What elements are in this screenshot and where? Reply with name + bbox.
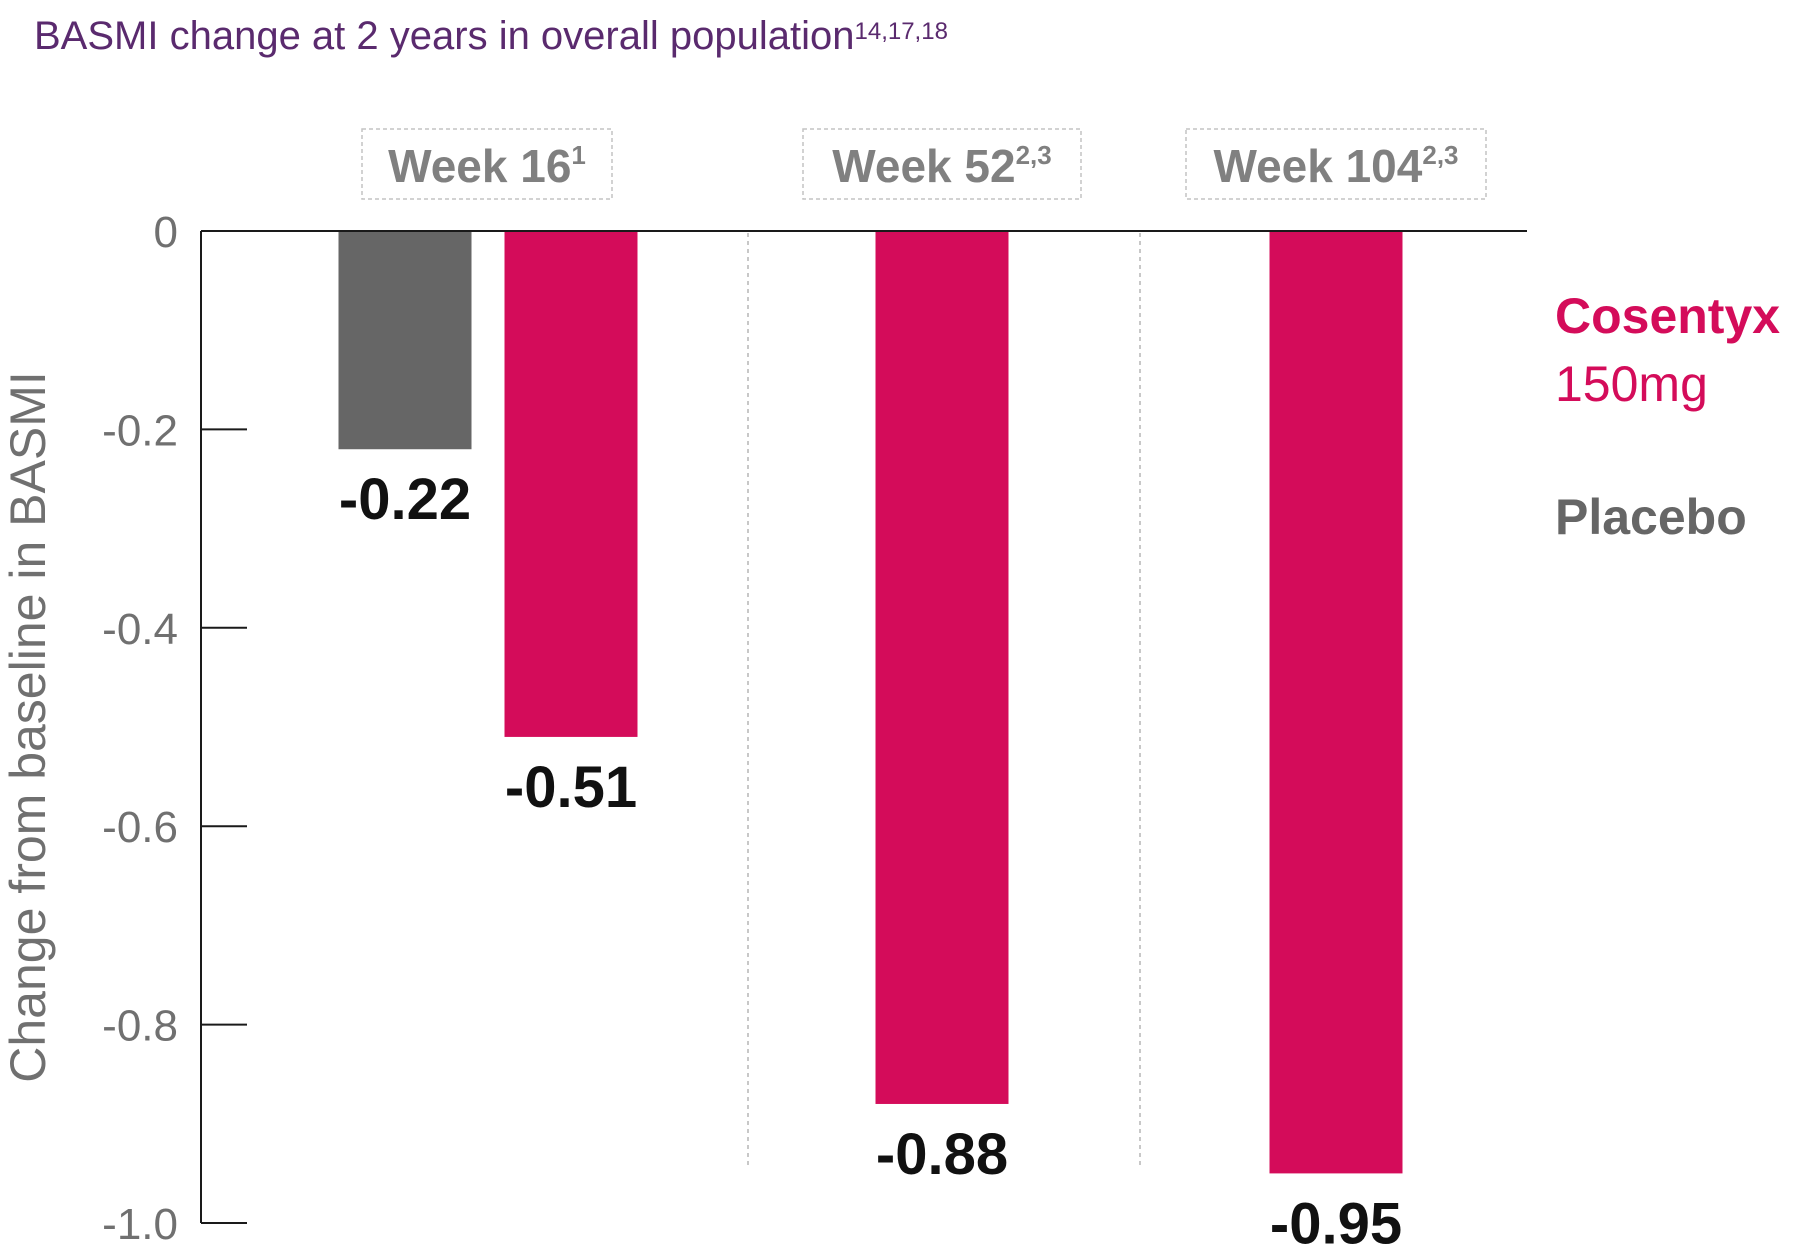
category-label: Week 1042,3 (1213, 140, 1458, 192)
y-axis-title: Change from baseline in BASMI (0, 371, 56, 1082)
category-label: Week 522,3 (832, 140, 1051, 192)
y-tick-label: 0 (154, 208, 178, 257)
category-header-box (361, 128, 613, 200)
category-label-superscript: 1 (571, 140, 585, 170)
chart-title: BASMI change at 2 years in overall popul… (34, 14, 948, 59)
category-label-text: Week 16 (388, 140, 571, 192)
category-label: Week 161 (388, 140, 586, 192)
legend-cosentyx-name: Cosentyx (1555, 288, 1781, 344)
bar-value-label: -0.95 (1270, 1191, 1402, 1250)
category-header-box (1185, 128, 1487, 200)
bar-placebo (338, 232, 472, 450)
bar-cosentyx (875, 232, 1009, 1104)
y-tick-label: -0.2 (102, 406, 178, 455)
bar-cosentyx (1269, 232, 1403, 1174)
category-label-text: Week 104 (1213, 140, 1422, 192)
y-tick-label: -0.8 (102, 1002, 178, 1051)
chart-title-text: BASMI change at 2 years in overall popul… (34, 14, 855, 58)
y-tick-label: -0.6 (102, 803, 178, 852)
legend-placebo: Placebo (1555, 489, 1747, 545)
category-label-superscript: 2,3 (1422, 140, 1458, 170)
legend-cosentyx-dose: 150mg (1555, 356, 1708, 412)
category-label-superscript: 2,3 (1016, 140, 1052, 170)
category-label-text: Week 52 (832, 140, 1015, 192)
bar-value-label: -0.22 (339, 467, 471, 532)
bar-value-label: -0.51 (505, 755, 637, 820)
bar-cosentyx (504, 232, 638, 737)
y-tick-label: -1.0 (102, 1200, 178, 1249)
bar-value-label: -0.88 (876, 1122, 1008, 1187)
chart-title-superscript: 14,17,18 (854, 18, 948, 45)
category-header-box (802, 128, 1082, 200)
y-tick-label: -0.4 (102, 605, 178, 654)
